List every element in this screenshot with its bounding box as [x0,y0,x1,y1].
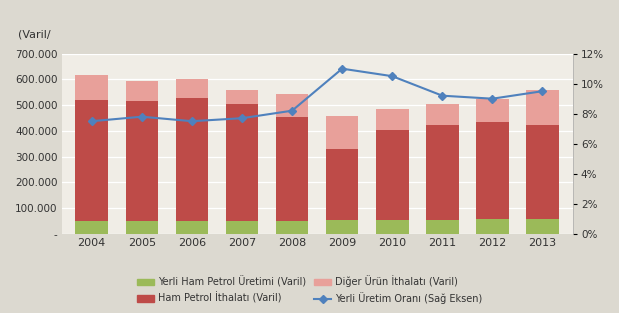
Bar [126,221,158,234]
Bar [226,221,258,234]
Bar [326,116,358,149]
Bar [326,220,358,234]
Bar [426,125,459,220]
Bar [276,94,308,117]
Bar [376,130,409,220]
Bar [176,221,208,234]
Bar [526,125,559,219]
Bar [226,90,258,104]
Bar [126,81,158,101]
Bar [176,80,208,98]
Bar [526,90,559,125]
Text: (Varil/: (Varil/ [18,29,51,39]
Bar [476,219,509,234]
Bar [176,98,208,221]
Bar [426,220,459,234]
Bar [426,104,459,125]
Bar [126,101,158,221]
Bar [376,220,409,234]
Bar [376,109,409,130]
Bar [76,100,108,221]
Bar [276,221,308,234]
Bar [76,75,108,100]
Bar [326,149,358,220]
Bar [226,104,258,221]
Bar [476,99,509,122]
Bar [76,221,108,234]
Bar [476,122,509,219]
Legend: Yerli Ham Petrol Üretimi (Varil), Ham Petrol İthalatı (Varil), Diğer Ürün İthala: Yerli Ham Petrol Üretimi (Varil), Ham Pe… [132,272,487,308]
Bar [526,219,559,234]
Bar [276,117,308,221]
